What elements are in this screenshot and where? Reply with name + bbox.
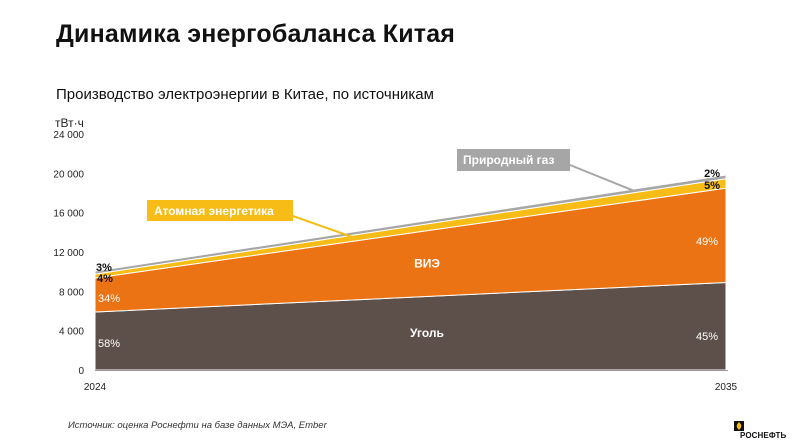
y-tick-24000: 24 000	[53, 130, 84, 141]
share-coal-2035: 45%	[696, 331, 718, 343]
chart-subtitle: Производство электроэнергии в Китае, по …	[56, 86, 434, 103]
callout-leader-nuclear	[289, 214, 356, 239]
plot-area	[94, 174, 727, 371]
share-renewables-2024: 34%	[98, 293, 120, 305]
y-tick-0: 0	[78, 366, 84, 377]
y-axis: 0 4 000 8 000 12 000 16 000 20 000 24 000	[53, 130, 84, 377]
y-tick-16000: 16 000	[53, 209, 84, 220]
area-gas	[94, 174, 727, 275]
y-axis-label: тВт·ч	[55, 116, 84, 130]
callout-box-gas	[457, 149, 570, 171]
y-tick-8000: 8 000	[59, 287, 84, 298]
area-label-coal: Уголь	[410, 326, 444, 340]
y-tick-20000: 20 000	[53, 169, 84, 180]
share-nuclear-2024: 4%	[97, 273, 113, 285]
share-gas-2035: 2%	[704, 168, 720, 180]
logo-text: РОСНЕФТЬ	[740, 431, 787, 440]
callout-label-gas: Природный газ	[463, 153, 554, 167]
share-coal-2024: 58%	[98, 338, 120, 350]
share-gas-2024: 3%	[96, 262, 112, 274]
callout-label-nuclear: Атомная энергетика	[154, 204, 274, 218]
share-labels: 58% 34% 4%3% 45% 49% 5%2%	[96, 168, 720, 350]
y-tick-12000: 12 000	[53, 248, 84, 259]
x-tick-2035: 2035	[715, 382, 738, 393]
rosneft-logo-icon	[734, 421, 744, 431]
y-tick-4000: 4 000	[59, 327, 84, 338]
x-tick-2024: 2024	[84, 382, 107, 393]
source-note: Источник: оценка Роснефти на базе данных…	[68, 420, 327, 431]
share-renewables-2035: 49%	[696, 236, 718, 248]
callout-box-nuclear	[147, 200, 293, 221]
share-nuclear-2035: 5%	[704, 180, 720, 192]
callout-leader-gas	[564, 162, 635, 192]
page-title: Динамика энергобаланса Китая	[56, 20, 456, 48]
area-label-renewables: ВИЭ	[414, 257, 440, 271]
